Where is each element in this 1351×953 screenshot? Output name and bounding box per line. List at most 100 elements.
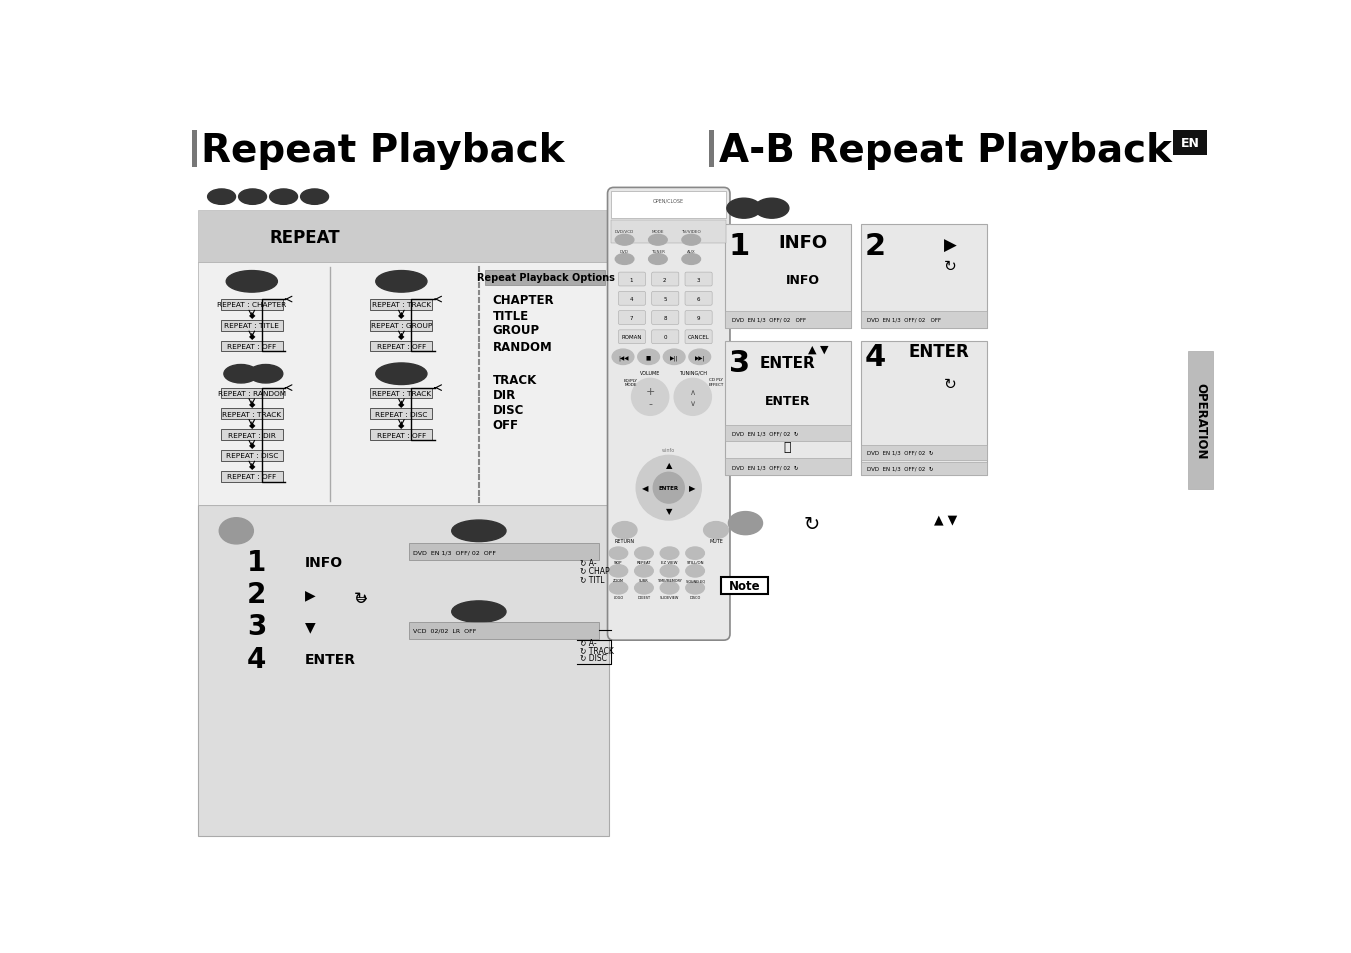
FancyBboxPatch shape <box>485 271 605 286</box>
Text: DVD  EN 1/3  OFF/ 02  ↻: DVD EN 1/3 OFF/ 02 ↻ <box>867 466 934 472</box>
FancyBboxPatch shape <box>651 292 678 306</box>
Text: Repeat Playback: Repeat Playback <box>201 132 565 170</box>
FancyBboxPatch shape <box>220 430 282 440</box>
Text: ◆: ◆ <box>249 311 255 320</box>
FancyBboxPatch shape <box>725 459 851 476</box>
FancyBboxPatch shape <box>192 132 197 168</box>
Text: SLIDEVIEW: SLIDEVIEW <box>659 596 680 599</box>
Text: REPEAT : OFF: REPEAT : OFF <box>377 432 426 438</box>
Text: ◆: ◆ <box>249 420 255 429</box>
Text: ▲ ▼: ▲ ▼ <box>808 344 828 354</box>
Text: 1: 1 <box>728 232 750 260</box>
Ellipse shape <box>609 565 628 578</box>
Ellipse shape <box>609 547 628 559</box>
FancyBboxPatch shape <box>725 341 851 476</box>
Text: ENTER: ENTER <box>765 395 811 408</box>
Text: RANDOM: RANDOM <box>493 340 553 354</box>
Text: REPEAT : CHAPTER: REPEAT : CHAPTER <box>218 302 286 308</box>
Text: CHAPTER: CHAPTER <box>493 294 554 307</box>
Text: INFO: INFO <box>786 274 820 286</box>
Ellipse shape <box>635 565 654 578</box>
Text: REPEAT : OFF: REPEAT : OFF <box>377 344 426 350</box>
Ellipse shape <box>636 456 701 520</box>
Ellipse shape <box>682 235 701 246</box>
Text: ENTER: ENTER <box>908 342 969 360</box>
Ellipse shape <box>270 190 297 205</box>
Text: 4: 4 <box>247 645 266 673</box>
Text: ◆: ◆ <box>249 462 255 471</box>
Text: DVD  EN 1/3  OFF/ 02   OFF: DVD EN 1/3 OFF/ 02 OFF <box>867 317 942 322</box>
Text: REPEAT : TRACK: REPEAT : TRACK <box>222 412 281 417</box>
Text: ↻ A-: ↻ A- <box>580 639 596 647</box>
Ellipse shape <box>704 522 728 539</box>
FancyBboxPatch shape <box>861 312 986 328</box>
Text: VCD  02/02  LR  OFF: VCD 02/02 LR OFF <box>413 628 481 633</box>
Text: ▶||: ▶|| <box>670 355 678 360</box>
Text: DVD  EN 1/3  OFF/ 02  ↻: DVD EN 1/3 OFF/ 02 ↻ <box>731 431 798 436</box>
Text: TUNING/CH: TUNING/CH <box>678 371 707 375</box>
Text: REPEAT : OFF: REPEAT : OFF <box>227 344 277 350</box>
Text: 2: 2 <box>247 580 266 608</box>
Ellipse shape <box>239 190 266 205</box>
Text: DIGEST: DIGEST <box>638 596 651 599</box>
Text: A-B Repeat Playback: A-B Repeat Playback <box>719 132 1173 170</box>
Ellipse shape <box>686 582 704 595</box>
FancyBboxPatch shape <box>370 320 432 332</box>
FancyBboxPatch shape <box>725 426 851 441</box>
Ellipse shape <box>686 565 704 578</box>
FancyBboxPatch shape <box>861 341 986 476</box>
Text: ↻ A-: ↻ A- <box>580 558 596 567</box>
Text: DIR: DIR <box>493 389 516 401</box>
Text: ▶: ▶ <box>689 484 696 493</box>
Text: OPERATION: OPERATION <box>1194 382 1206 458</box>
Text: 2: 2 <box>865 232 885 260</box>
Ellipse shape <box>615 235 634 246</box>
Text: REPEAT : RANDOM: REPEAT : RANDOM <box>218 391 286 396</box>
FancyBboxPatch shape <box>685 331 712 344</box>
Text: 3: 3 <box>697 277 700 282</box>
FancyBboxPatch shape <box>220 409 282 419</box>
Text: GROUP: GROUP <box>493 324 540 337</box>
FancyBboxPatch shape <box>1173 132 1208 156</box>
Ellipse shape <box>728 512 762 535</box>
Ellipse shape <box>654 473 684 503</box>
Text: ◆: ◆ <box>399 420 405 429</box>
Text: ▶: ▶ <box>304 587 315 601</box>
FancyBboxPatch shape <box>612 193 725 219</box>
FancyBboxPatch shape <box>685 292 712 306</box>
FancyBboxPatch shape <box>685 273 712 287</box>
Text: 8: 8 <box>663 315 666 321</box>
Ellipse shape <box>224 365 258 383</box>
FancyBboxPatch shape <box>651 331 678 344</box>
Ellipse shape <box>226 272 277 293</box>
Text: ↻ TRACK: ↻ TRACK <box>580 647 613 656</box>
Text: SOUND EQ: SOUND EQ <box>685 578 705 582</box>
Text: ↻: ↻ <box>354 589 367 607</box>
Text: TIME/MEMORY: TIME/MEMORY <box>657 578 682 582</box>
Text: MODE: MODE <box>651 230 665 234</box>
Text: ↻: ↻ <box>804 514 820 533</box>
Text: 6: 6 <box>697 296 700 301</box>
Ellipse shape <box>686 547 704 559</box>
Text: ↻: ↻ <box>944 259 957 274</box>
Text: ◆: ◆ <box>249 332 255 341</box>
Ellipse shape <box>635 582 654 595</box>
Text: ROMAN: ROMAN <box>621 335 642 340</box>
Text: ◆: ◆ <box>399 399 405 409</box>
Text: 3: 3 <box>728 349 750 377</box>
Text: VOLUME: VOLUME <box>640 371 661 375</box>
Ellipse shape <box>609 582 628 595</box>
FancyBboxPatch shape <box>861 462 986 476</box>
FancyBboxPatch shape <box>709 132 713 168</box>
Text: |◀◀: |◀◀ <box>617 355 628 360</box>
FancyBboxPatch shape <box>409 622 598 639</box>
Text: TITLE: TITLE <box>493 310 530 322</box>
Ellipse shape <box>682 254 701 265</box>
FancyBboxPatch shape <box>651 312 678 325</box>
Ellipse shape <box>631 379 669 416</box>
Text: TV/VIDEO: TV/VIDEO <box>681 230 701 234</box>
Text: AUX: AUX <box>686 250 696 253</box>
Text: LOGO: LOGO <box>613 596 623 599</box>
Text: EN: EN <box>1181 137 1200 150</box>
Text: SKIP: SKIP <box>615 560 623 565</box>
